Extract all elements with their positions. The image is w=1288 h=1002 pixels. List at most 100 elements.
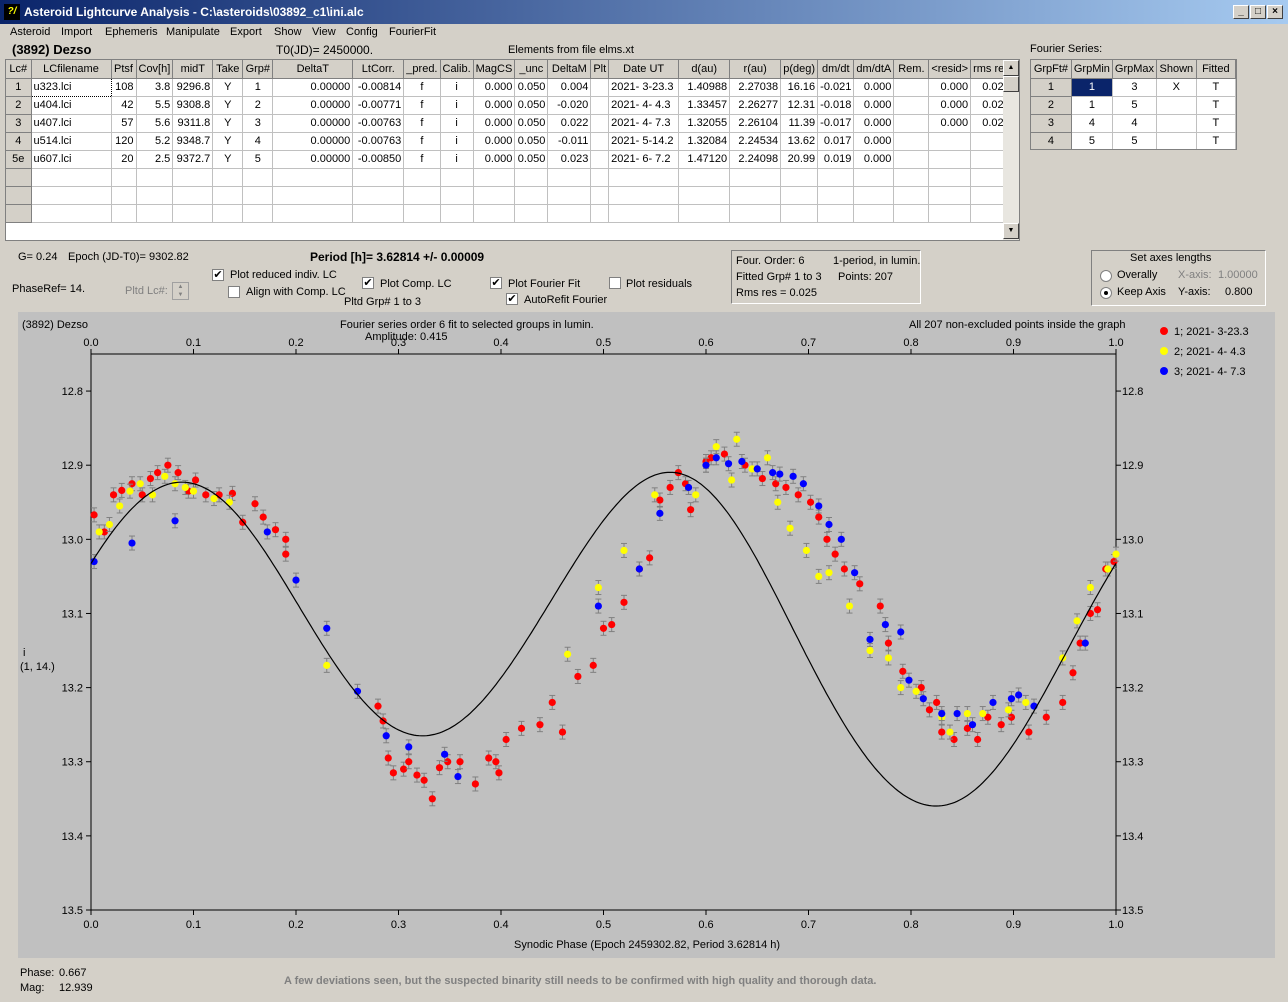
table-cell[interactable] — [928, 168, 972, 187]
table-cell[interactable]: T — [1196, 78, 1236, 97]
fourier-series-table[interactable]: GrpFt# GrpMin GrpMax Shown Fitted 1 1 3 X T 2 1 5 T 3 4… — [1030, 59, 1237, 150]
table-cell[interactable]: 0.000 — [473, 114, 516, 133]
table-cell[interactable]: -0.00763 — [352, 132, 405, 151]
table-cell[interactable] — [1156, 132, 1197, 149]
column-header[interactable]: LCfilename — [31, 60, 112, 79]
align-comp-checkbox[interactable] — [228, 286, 240, 298]
table-cell[interactable]: Y — [212, 96, 244, 115]
scroll-down-arrow-icon[interactable]: ▼ — [1003, 223, 1019, 239]
table-cell[interactable] — [242, 168, 274, 187]
table-row[interactable]: 3 u407.lci 57 5.6 9311.8 Y 3 0.00000 -0.00763 f i 0… — [6, 114, 1013, 133]
column-header[interactable]: _unc — [514, 60, 549, 79]
table-cell[interactable]: 0.050 — [514, 96, 549, 115]
table-cell[interactable]: 0.00000 — [272, 96, 354, 115]
table-cell[interactable] — [678, 186, 731, 205]
table-cell[interactable] — [242, 186, 274, 205]
table-cell[interactable]: 0.019 — [817, 150, 855, 169]
table-cell[interactable] — [136, 204, 174, 223]
table-cell[interactable]: 2021- 4- 7.3 — [608, 114, 680, 133]
table-cell[interactable]: 9311.8 — [172, 114, 214, 133]
menu-view[interactable]: View — [312, 26, 336, 38]
column-header[interactable]: Fitted — [1196, 60, 1236, 79]
column-header[interactable]: Shown — [1156, 60, 1197, 79]
overally-radio[interactable] — [1100, 270, 1112, 282]
column-header[interactable]: DeltaT — [272, 60, 354, 79]
row-header[interactable] — [6, 186, 32, 205]
table-cell[interactable]: 2021- 6- 7.2 — [608, 150, 680, 169]
table-cell[interactable] — [590, 168, 610, 187]
table-cell[interactable]: 11.39 — [780, 114, 819, 133]
table-cell[interactable] — [928, 186, 972, 205]
row-header[interactable]: 3 — [1031, 114, 1072, 133]
table-cell[interactable] — [1156, 96, 1197, 115]
table-cell[interactable]: 5 — [1112, 96, 1158, 115]
table-cell[interactable]: 16.16 — [780, 78, 819, 97]
table-cell[interactable]: 57 — [111, 114, 137, 133]
plot-reduced-checkbox[interactable]: ✔ — [212, 269, 224, 281]
table-cell[interactable]: 2.27038 — [729, 78, 782, 97]
column-header[interactable]: dm/dtA — [853, 60, 895, 79]
menu-import[interactable]: Import — [61, 26, 93, 38]
column-header[interactable]: LtCorr. — [352, 60, 405, 79]
column-header[interactable]: Rem. — [893, 60, 930, 79]
table-cell[interactable] — [928, 204, 972, 223]
table-cell[interactable] — [136, 168, 174, 187]
table-cell[interactable] — [172, 186, 214, 205]
table-cell[interactable]: 0.021 — [970, 78, 1013, 97]
column-header[interactable]: d(au) — [678, 60, 731, 79]
table-cell[interactable] — [678, 204, 731, 223]
table-cell[interactable] — [590, 186, 610, 205]
table-cell[interactable]: 2021- 5-14.2 — [608, 132, 680, 151]
table-cell[interactable]: 0.000 — [928, 78, 972, 97]
table-cell[interactable] — [853, 204, 895, 223]
scroll-up-arrow-icon[interactable]: ▲ — [1003, 60, 1019, 76]
table-cell[interactable]: 20.99 — [780, 150, 819, 169]
table-cell[interactable]: 0.029 — [970, 96, 1013, 115]
column-header[interactable]: r(au) — [729, 60, 782, 79]
table-cell[interactable] — [817, 168, 855, 187]
table-cell[interactable]: 0.000 — [473, 150, 516, 169]
table-cell[interactable]: 1 — [242, 78, 274, 97]
table-cell[interactable]: 4 — [1071, 114, 1113, 133]
table-cell[interactable]: 0.000 — [473, 96, 516, 115]
table-cell[interactable]: 5.2 — [136, 132, 174, 151]
xaxis-value[interactable]: 1.00000 — [1218, 269, 1258, 281]
table-cell[interactable] — [473, 186, 516, 205]
table-cell[interactable] — [172, 168, 214, 187]
row-header[interactable]: 3 — [6, 114, 32, 133]
table-cell[interactable] — [111, 168, 137, 187]
column-header[interactable]: <resid> — [928, 60, 972, 79]
table-row[interactable] — [6, 168, 1013, 187]
table-cell[interactable] — [1156, 114, 1197, 133]
table-cell[interactable] — [272, 168, 354, 187]
table-cell[interactable]: -0.021 — [817, 78, 855, 97]
table-cell[interactable] — [242, 204, 274, 223]
table-cell[interactable] — [403, 168, 441, 187]
table-cell[interactable]: 0.023 — [547, 150, 592, 169]
table-cell[interactable]: 120 — [111, 132, 137, 151]
table-cell[interactable]: 1.33457 — [678, 96, 731, 115]
app-icon[interactable]: ?/ — [4, 4, 20, 20]
table-cell[interactable] — [473, 168, 516, 187]
table-cell[interactable]: i — [440, 96, 474, 115]
column-header[interactable]: DeltaM — [547, 60, 592, 79]
table-cell[interactable]: f — [403, 96, 441, 115]
table-cell[interactable]: 0.000 — [473, 78, 516, 97]
table-cell[interactable] — [853, 168, 895, 187]
row-header[interactable]: 4 — [6, 132, 32, 151]
table-cell[interactable]: 0.000 — [853, 150, 895, 169]
table-cell[interactable] — [817, 186, 855, 205]
table-row[interactable] — [6, 204, 1013, 223]
table-cell[interactable] — [440, 186, 474, 205]
row-header[interactable] — [6, 168, 32, 187]
table-cell[interactable]: T — [1196, 114, 1236, 133]
table-cell[interactable]: 1.47120 — [678, 150, 731, 169]
column-header[interactable]: Grp# — [242, 60, 274, 79]
table-cell[interactable] — [590, 204, 610, 223]
menu-fourierfit[interactable]: FourierFit — [389, 26, 437, 38]
table-cell[interactable] — [608, 204, 680, 223]
table-cell[interactable] — [352, 204, 405, 223]
table-cell[interactable] — [893, 204, 930, 223]
